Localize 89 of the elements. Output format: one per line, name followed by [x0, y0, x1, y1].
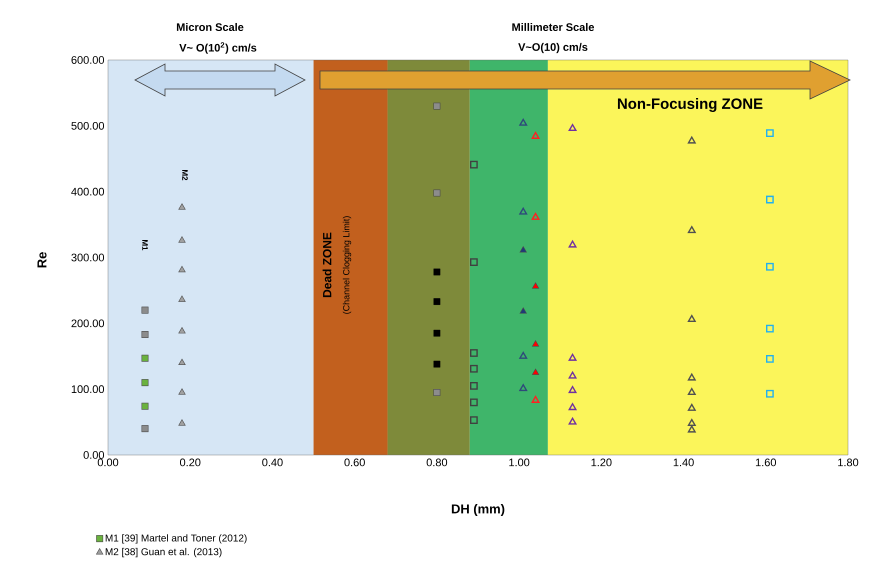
point — [434, 360, 440, 368]
point — [178, 236, 186, 243]
point — [766, 390, 774, 398]
point — [532, 340, 540, 347]
point — [433, 102, 440, 110]
point — [178, 358, 186, 366]
point — [434, 330, 440, 337]
text: Micron Scale — [176, 22, 244, 32]
x-tick-label: 0.80 — [426, 458, 448, 466]
point — [434, 298, 440, 305]
point — [688, 426, 696, 433]
point — [532, 212, 540, 220]
point — [688, 418, 696, 426]
point — [568, 372, 577, 379]
x-tick-label: 1.40 — [674, 458, 694, 466]
point — [519, 208, 528, 215]
point — [178, 296, 186, 302]
point — [519, 352, 528, 359]
y-axis-title: Re — [37, 252, 47, 268]
point — [470, 349, 478, 357]
point — [519, 118, 528, 126]
point — [766, 196, 774, 204]
point — [470, 160, 478, 169]
y-tick-label: 100.00 — [72, 385, 104, 394]
x-tick-label: 0.20 — [180, 458, 200, 466]
point — [433, 388, 440, 396]
text: V~O(10) cm/s — [518, 42, 588, 54]
x-tick-label: 0.00 — [98, 458, 118, 466]
x-tick-label: 1.00 — [509, 458, 530, 466]
point — [568, 354, 577, 361]
legend-label: M1 [39] Martel and Toner (2012) — [106, 534, 247, 544]
point — [532, 368, 540, 375]
point — [766, 129, 774, 137]
point — [142, 354, 148, 362]
point — [142, 425, 148, 432]
y-tick-label: 500.00 — [71, 122, 104, 130]
y-tick-label: 0.00 — [84, 451, 104, 459]
point — [470, 398, 478, 406]
x-tick-label: 1.20 — [592, 458, 612, 466]
point — [470, 416, 478, 424]
point — [178, 327, 186, 334]
point — [470, 258, 478, 266]
point — [688, 226, 696, 234]
point — [568, 386, 577, 394]
y-tick-label: 300.00 — [71, 254, 104, 262]
point — [688, 314, 696, 322]
point — [142, 379, 148, 386]
point — [766, 324, 774, 332]
point — [470, 364, 478, 373]
point — [434, 268, 440, 276]
point — [520, 246, 527, 252]
point — [568, 124, 577, 132]
point — [178, 419, 186, 426]
x-tick-label: 1.60 — [756, 458, 776, 466]
point — [688, 373, 696, 381]
x-tick-label: 0.60 — [344, 458, 365, 466]
text: V~ O(10$^{2}$) cm/s — [179, 42, 256, 54]
point — [688, 404, 696, 411]
x-axis-title: DH (mm) — [452, 504, 504, 516]
annotation: Dead ZONE — [322, 232, 332, 298]
point — [142, 306, 148, 314]
point — [532, 396, 540, 403]
point — [433, 189, 440, 196]
y-tick-label: 400.00 — [71, 188, 104, 196]
point — [519, 384, 528, 392]
point — [688, 388, 696, 396]
x-tick-label: 1.80 — [838, 458, 858, 466]
y-tick-label: 200.00 — [72, 319, 104, 328]
annotation: (Channel Clogging Limit) — [342, 216, 352, 314]
point — [178, 388, 186, 395]
point — [178, 203, 186, 210]
point — [766, 354, 774, 363]
point — [688, 136, 696, 144]
point — [142, 402, 148, 410]
point — [470, 382, 478, 390]
point — [520, 307, 527, 314]
point — [532, 132, 540, 139]
x-tick-label: 0.40 — [262, 458, 283, 466]
point — [532, 282, 540, 289]
point — [178, 266, 186, 272]
point — [766, 262, 774, 271]
point — [142, 331, 148, 338]
point — [568, 240, 577, 248]
text: Millimeter Scale — [512, 22, 594, 32]
point — [568, 418, 577, 425]
annotation: Non-Focusing ZONE — [618, 98, 762, 112]
y-tick-label: 600.00 — [72, 56, 104, 64]
point — [568, 403, 577, 410]
legend-label: M2 [38] Guan et al. (2013) — [106, 548, 222, 558]
